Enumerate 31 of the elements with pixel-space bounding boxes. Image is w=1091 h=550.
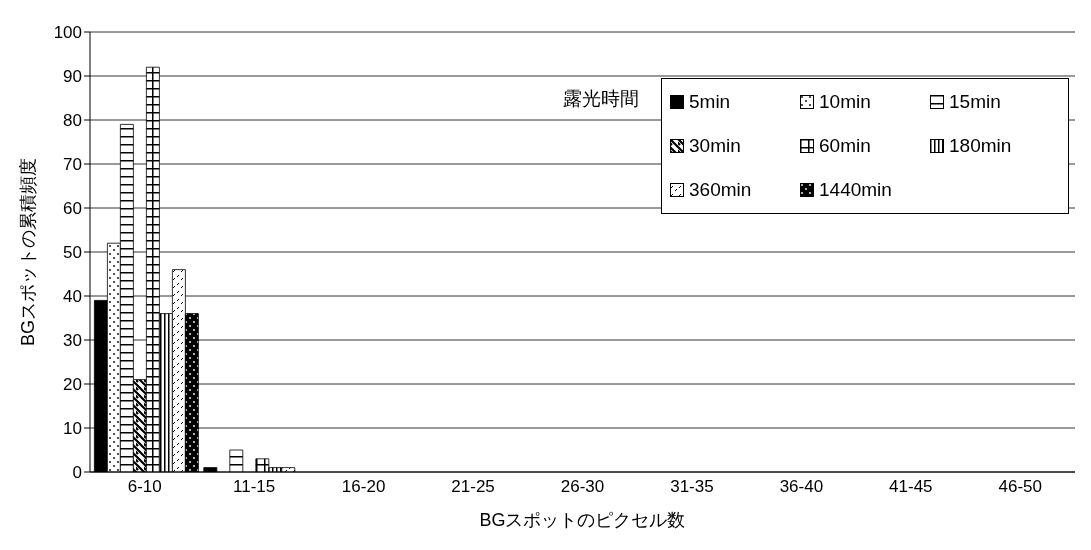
legend-label: 10min — [819, 91, 871, 113]
legend-title: 露光時間 — [563, 87, 639, 111]
legend-label: 30min — [689, 135, 741, 157]
y-tick-label: 20 — [63, 375, 82, 395]
legend-label: 180min — [949, 135, 1012, 157]
legend-label: 1440min — [819, 179, 892, 201]
y-tick-label: 30 — [63, 331, 82, 351]
y-tick-label: 40 — [63, 287, 82, 307]
x-tick-label: 21-25 — [451, 477, 495, 497]
x-axis-title: BGスポットのピクセル数 — [479, 510, 686, 530]
legend-label: 5min — [689, 91, 731, 113]
y-axis-title: BGスポットの累積頻度 — [18, 157, 39, 347]
legend-label: 15min — [949, 91, 1001, 113]
x-tick-label: 16-20 — [341, 477, 386, 497]
legend-label: 60min — [819, 135, 871, 157]
y-tick-label: 10 — [63, 419, 82, 439]
x-tick-label: 6-10 — [127, 477, 162, 497]
y-tick-label: 0 — [72, 463, 82, 483]
y-tick-label: 100 — [53, 23, 82, 43]
x-tick-label: 26-30 — [560, 477, 605, 497]
x-tick-label: 11-15 — [233, 477, 276, 497]
x-tick-label: 41-45 — [889, 477, 933, 497]
y-tick-label: 70 — [63, 155, 82, 175]
x-tick-label: 36-40 — [779, 477, 824, 497]
y-tick-label: 50 — [63, 243, 82, 263]
x-tick-label: 46-50 — [998, 477, 1043, 497]
x-tick-label: 31-35 — [670, 477, 714, 497]
y-tick-label: 90 — [63, 67, 82, 87]
y-tick-label: 60 — [63, 199, 82, 219]
legend-label: 360min — [689, 179, 752, 201]
y-tick-label: 80 — [63, 111, 82, 131]
